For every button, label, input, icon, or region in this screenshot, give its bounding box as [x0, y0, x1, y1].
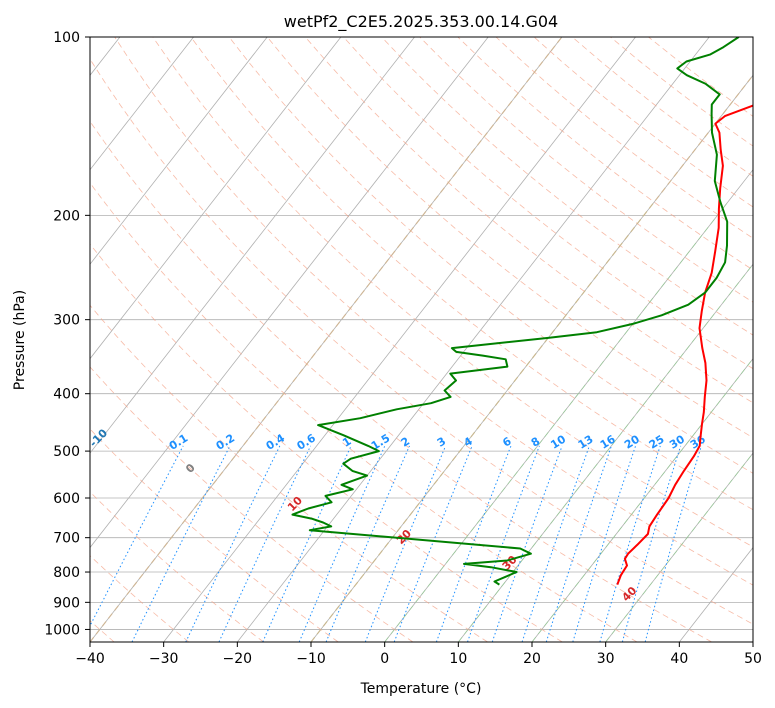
moist-adiabat-line	[457, 263, 753, 642]
y-tick-label: 500	[53, 444, 80, 460]
isotherm-line	[531, 358, 753, 642]
x-tick-label: 30	[597, 651, 615, 667]
mixing-ratio-line	[521, 445, 590, 642]
dry-adiabat-line	[90, 304, 488, 642]
x-tick-label: −40	[75, 651, 105, 667]
y-tick-label: 200	[53, 208, 80, 224]
x-tick-label: 50	[744, 651, 762, 667]
dry-adiabat-line	[90, 120, 712, 642]
x-tick-label: 40	[670, 651, 688, 667]
y-tick-label: 1000	[44, 622, 80, 638]
mixing-ratio-line	[185, 445, 281, 642]
moist-adiabat-line	[531, 358, 753, 642]
profile-series	[291, 37, 753, 586]
y-tick-label: 600	[53, 491, 80, 507]
y-tick-label: 700	[53, 531, 80, 547]
dry-adiabat-line	[90, 555, 190, 642]
isotherm-line	[605, 452, 753, 642]
dry-adiabat-line	[114, 37, 753, 586]
mixing-ratio-line	[325, 445, 410, 642]
mixing-ratio-line	[131, 445, 231, 642]
y-tick-label: 800	[53, 565, 80, 581]
mixing-ratio-line	[621, 445, 682, 642]
dry-adiabat-line	[381, 37, 753, 336]
x-axis-ticks: −40 −30 −20 −10 0 10 20 30 40 50	[75, 642, 762, 667]
dry-adiabat-line	[190, 37, 753, 511]
x-tick-label: −30	[149, 651, 179, 667]
x-tick-label: 10	[449, 651, 467, 667]
moist-adiabat-line	[605, 452, 753, 642]
x-tick-label: −10	[296, 651, 326, 667]
mixing-ratio-line	[545, 445, 612, 642]
isotherm-line	[237, 37, 710, 642]
dry-adiabat-line	[90, 58, 753, 625]
profile-line-1	[616, 104, 753, 585]
profile-line-2	[291, 37, 740, 586]
chart-title: wetPf2_C2E5.2025.353.00.14.G04	[284, 12, 558, 32]
dry-adiabat-line	[228, 37, 753, 474]
isotherm-line	[90, 37, 268, 265]
isotherm-line	[163, 37, 636, 642]
dry-adiabat-line	[90, 366, 414, 642]
dry-adiabat-line	[419, 37, 753, 303]
y-tick-label: 300	[53, 313, 80, 329]
dry-adiabat-line	[90, 428, 339, 642]
dry-adiabat-line	[152, 37, 753, 548]
plot-frame	[89, 36, 754, 643]
background-reference-lines	[90, 37, 753, 642]
dry-adiabat-line	[90, 243, 563, 642]
x-tick-label: −20	[223, 651, 253, 667]
isotherm-line	[90, 37, 342, 360]
mixing-ratio-line	[298, 445, 386, 642]
mixing-ratio-line	[435, 445, 512, 642]
y-tick-label: 100	[53, 30, 80, 46]
x-axis-title: Temperature (°C)	[360, 681, 482, 697]
mixing-ratio-line	[599, 445, 661, 642]
y-axis-ticks: 100 200 300 400 500 600 700 800 900 1000	[44, 30, 90, 638]
y-tick-label: 900	[53, 595, 80, 611]
mixing-ratio-line	[491, 445, 563, 642]
x-tick-label: 20	[523, 651, 541, 667]
isotherm-line	[90, 37, 194, 171]
mixing-ratio-line	[572, 445, 637, 642]
x-tick-label: 0	[380, 651, 389, 667]
reference-isotherm-line	[310, 74, 753, 642]
isotherm-line	[90, 37, 415, 454]
reference-isotherm-line	[90, 37, 563, 642]
moist-adiabat-line	[384, 201, 729, 642]
isotherm-line	[90, 37, 489, 549]
dry-adiabat-line	[90, 182, 638, 642]
y-tick-label: 400	[53, 387, 80, 403]
mixing-ratio-line	[644, 445, 702, 642]
y-axis-title: Pressure (hPa)	[12, 290, 28, 390]
